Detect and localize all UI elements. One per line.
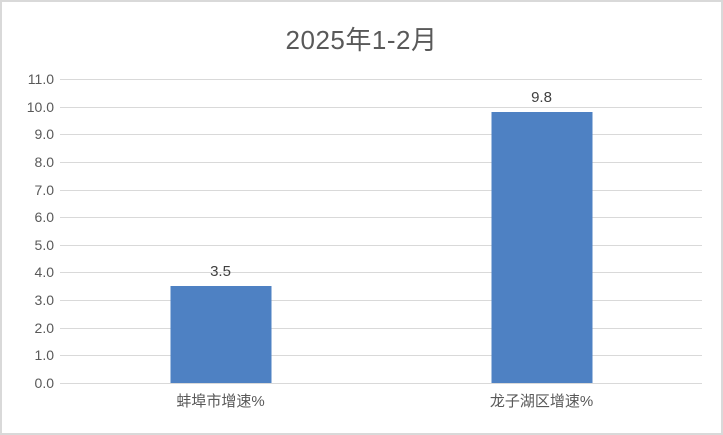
gridline	[60, 300, 702, 302]
y-tick-label: 11.0	[27, 71, 54, 87]
y-tick-label: 10.0	[26, 98, 54, 115]
gridline	[60, 189, 702, 191]
chart-title: 2025年1-2月	[285, 25, 438, 55]
gridline	[60, 79, 702, 80]
gridline	[60, 383, 702, 384]
plot-area: 3.5 9.8	[60, 79, 702, 384]
gridline	[60, 244, 702, 246]
y-tick-label: 4.0	[34, 264, 54, 281]
y-tick-label: 6.0	[34, 209, 54, 226]
gridline	[60, 106, 702, 108]
gridline	[60, 217, 702, 219]
y-tick-label: 3.0	[34, 292, 54, 309]
gridline	[60, 327, 702, 329]
y-tick-label: 5.0	[34, 236, 54, 253]
gridline	[60, 161, 702, 163]
data-label-1: 9.8	[531, 89, 552, 107]
gridline	[60, 134, 702, 136]
bar-1	[491, 112, 592, 383]
y-tick-label: 0.0	[34, 375, 54, 391]
x-category-label-1: 龙子湖区增速%	[489, 393, 594, 410]
x-category-label-0: 蚌埠市增速%	[176, 393, 265, 410]
y-tick-label: 2.0	[34, 319, 54, 336]
y-tick-label: 9.0	[34, 126, 54, 143]
gridline	[60, 272, 702, 274]
y-axis: 0.0 1.0 2.0 3.0 4.0 5.0 6.0 7.0 8.0 9.0 10.0 11.0	[8, 72, 54, 390]
y-tick-label: 8.0	[34, 153, 54, 170]
x-axis: 蚌埠市增速% 龙子湖区增速%	[60, 390, 702, 414]
data-label-0: 3.5	[210, 263, 231, 281]
y-tick-label: 1.0	[34, 347, 54, 364]
bar-0	[170, 286, 271, 383]
y-tick-label: 7.0	[34, 181, 54, 198]
gridline	[60, 355, 702, 357]
